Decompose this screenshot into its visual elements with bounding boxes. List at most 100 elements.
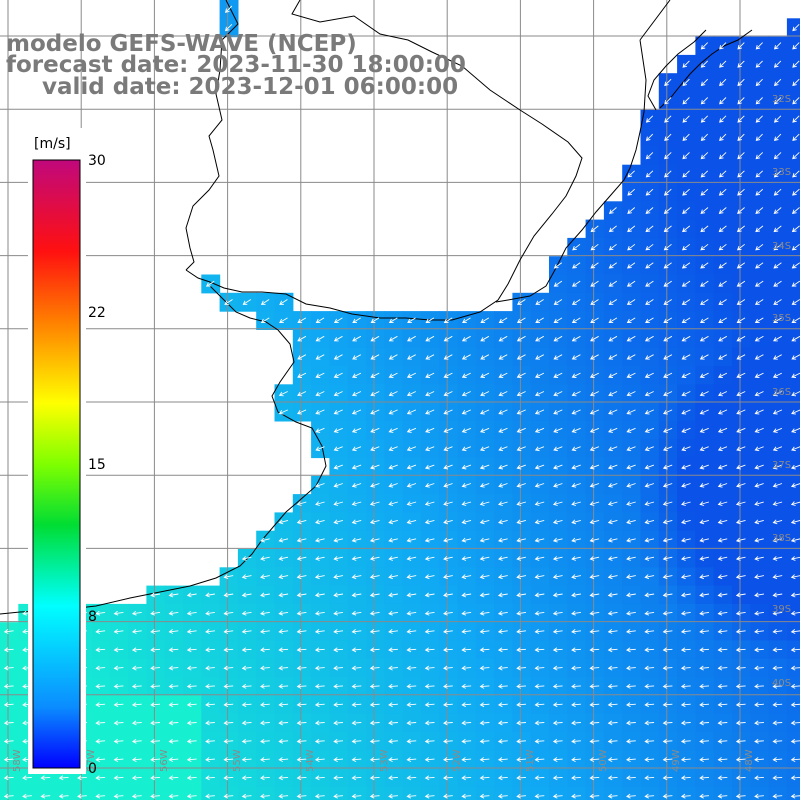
wind-arrow	[790, 629, 800, 634]
wind-arrow	[608, 317, 618, 324]
wind-arrow	[443, 335, 453, 342]
wind-arrow	[461, 556, 472, 561]
wind-arrow	[260, 317, 270, 324]
wind-arrow	[719, 60, 727, 68]
wind-arrow	[424, 483, 435, 488]
wind-arrow	[443, 793, 453, 799]
wind-arrow	[296, 720, 307, 726]
wind-arrow	[443, 537, 453, 543]
wind-arrow	[479, 720, 490, 726]
wind-arrow	[754, 372, 764, 378]
wind-arrow	[680, 683, 691, 689]
colorbar-unit: [m/s]	[34, 136, 71, 152]
wind-arrow	[406, 793, 417, 799]
wind-arrow	[369, 610, 380, 616]
wind-arrow	[571, 775, 581, 781]
wind-arrow	[699, 702, 710, 708]
wind-arrow	[279, 317, 288, 324]
wind-arrow	[534, 702, 545, 708]
wind-arrow	[113, 647, 124, 653]
wind-arrow	[681, 464, 691, 470]
wind-arrow	[461, 464, 472, 470]
wind-arrow	[681, 391, 691, 397]
wind-arrow	[773, 262, 782, 269]
wind-arrow	[772, 501, 783, 506]
wind-arrow	[754, 280, 764, 287]
wind-arrow	[664, 133, 672, 142]
wind-arrow	[589, 427, 600, 433]
wind-arrow	[113, 720, 124, 726]
wind-arrow	[608, 243, 617, 251]
wind-arrow	[645, 152, 654, 160]
wind-arrow	[589, 574, 600, 580]
wind-arrow	[297, 317, 307, 324]
wind-arrow	[296, 592, 307, 598]
wind-arrow	[241, 647, 252, 653]
wind-arrow	[241, 738, 252, 744]
wind-arrow	[443, 757, 453, 763]
wind-arrow	[314, 738, 325, 744]
wind-arrow	[772, 702, 783, 708]
wind-arrow	[717, 702, 728, 708]
wind-arrow	[663, 243, 672, 251]
lon-label: 48W	[744, 749, 755, 772]
wind-arrow	[424, 793, 435, 799]
lon-label: 49W	[671, 749, 682, 772]
wind-arrow	[443, 483, 453, 488]
wind-arrow	[369, 683, 380, 689]
wind-arrow	[790, 537, 800, 543]
wind-arrow	[571, 464, 581, 470]
wind-arrow	[497, 592, 508, 598]
wind-arrow	[388, 720, 398, 726]
wind-arrow	[717, 427, 728, 433]
wind-arrow	[443, 446, 453, 452]
wind-arrow	[314, 574, 325, 580]
wind-arrow	[682, 78, 690, 87]
wind-arrow	[406, 483, 417, 488]
wind-arrow	[735, 574, 746, 580]
wind-arrow	[278, 391, 288, 397]
wind-arrow	[553, 446, 563, 452]
wind-arrow	[717, 647, 728, 653]
wind-arrow	[168, 665, 179, 671]
wind-arrow	[735, 775, 746, 781]
wind-arrow	[626, 629, 636, 634]
wind-arrow	[461, 702, 472, 708]
wind-arrow	[351, 556, 362, 561]
wind-arrow	[260, 775, 270, 781]
wind-arrow	[681, 299, 691, 305]
wind-arrow	[791, 372, 800, 378]
wind-arrow	[424, 629, 435, 634]
wind-arrow	[626, 537, 636, 543]
wind-arrow	[534, 574, 545, 580]
wind-arrow	[772, 720, 783, 726]
wind-arrow	[150, 793, 161, 799]
wind-arrow	[626, 793, 636, 799]
wind-arrow	[552, 757, 563, 763]
wind-arrow	[717, 556, 728, 561]
wind-arrow	[754, 391, 764, 397]
wind-arrow	[205, 629, 215, 634]
wind-arrow	[754, 720, 764, 726]
ocean-cell	[128, 786, 147, 800]
wind-arrow	[497, 629, 508, 634]
wind-arrow	[772, 446, 783, 452]
wind-arrow	[590, 262, 599, 269]
wind-arrow	[790, 757, 800, 763]
wind-arrow	[461, 335, 471, 342]
wind-arrow	[406, 446, 417, 452]
wind-arrow	[370, 446, 380, 452]
wind-arrow	[223, 738, 234, 744]
wind-arrow	[553, 409, 563, 415]
wind-arrow	[223, 793, 234, 799]
wind-arrow	[553, 335, 563, 342]
wind-arrow	[790, 775, 800, 781]
wind-arrow	[717, 757, 728, 763]
wind-arrow	[791, 317, 800, 324]
wind-arrow	[718, 243, 727, 251]
wind-arrow	[186, 629, 197, 634]
wind-arrow	[608, 207, 617, 214]
wind-arrow	[479, 665, 490, 671]
wind-arrow	[388, 372, 398, 378]
